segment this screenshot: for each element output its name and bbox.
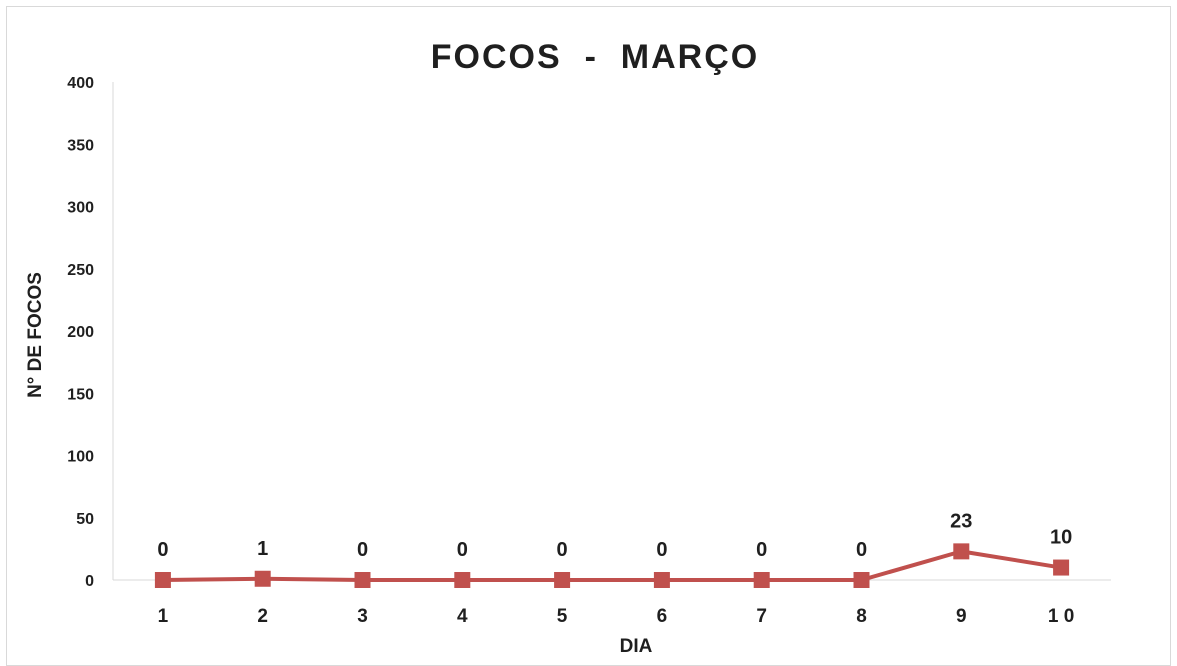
data-label: 23 <box>950 510 972 532</box>
data-label: 0 <box>756 539 767 561</box>
data-point-marker <box>154 572 171 588</box>
chart-title: FOCOS - MARÇO <box>431 38 759 76</box>
x-tick-label: 1 <box>158 606 169 627</box>
y-tick-label: 400 <box>67 75 94 92</box>
y-tick-label: 350 <box>67 137 94 154</box>
data-label: 0 <box>557 539 568 561</box>
data-label: 0 <box>856 539 867 561</box>
x-tick-label: 3 <box>357 606 368 627</box>
x-tick-label: 2 <box>257 606 268 627</box>
y-tick-label: 100 <box>67 449 94 466</box>
y-tick-label: 250 <box>67 262 94 279</box>
data-label: 10 <box>1050 527 1072 549</box>
series-markers <box>154 543 1070 588</box>
data-point-marker <box>753 572 770 588</box>
data-label: 0 <box>357 539 368 561</box>
x-tick-label: 4 <box>457 606 468 627</box>
data-point-marker <box>653 572 670 588</box>
y-axis-label: N° DE FOCOS <box>25 272 46 398</box>
data-label: 0 <box>656 539 667 561</box>
y-tick-label: 50 <box>76 511 94 528</box>
data-point-marker <box>554 572 571 588</box>
data-point-marker <box>254 570 271 587</box>
y-axis-ticks: 0 50 100 150 200 250 300 350 400 <box>67 75 94 590</box>
data-label: 0 <box>457 539 468 561</box>
x-tick-label: 5 <box>557 606 568 627</box>
data-point-marker <box>1053 559 1070 576</box>
chart-frame <box>6 6 1171 666</box>
x-tick-label: 9 <box>956 606 967 627</box>
y-tick-label: 300 <box>67 200 94 217</box>
data-point-marker <box>853 572 870 588</box>
y-tick-label: 150 <box>67 386 94 403</box>
data-label: 0 <box>157 539 168 561</box>
data-point-marker <box>354 572 371 588</box>
y-tick-label: 0 <box>85 573 94 590</box>
x-tick-label: 1 0 <box>1048 606 1074 627</box>
data-point-marker <box>454 572 471 588</box>
y-tick-label: 200 <box>67 324 94 341</box>
data-point-marker <box>953 543 970 560</box>
x-tick-label: 8 <box>856 606 867 627</box>
data-label: 1 <box>257 538 268 560</box>
x-axis-label: DIA <box>620 636 653 657</box>
x-axis-ticks: 1 2 3 4 5 6 7 8 9 1 0 <box>158 606 1075 627</box>
x-tick-label: 7 <box>756 606 767 627</box>
series-line <box>160 549 1064 582</box>
x-tick-label: 6 <box>657 606 668 627</box>
